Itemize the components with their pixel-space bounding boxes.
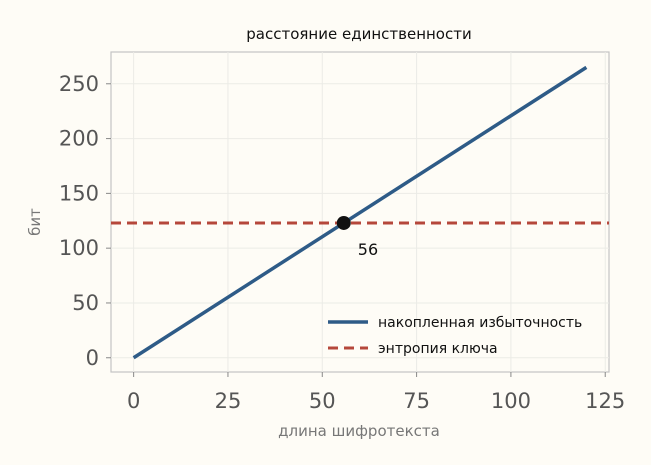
y-axis-label: бит bbox=[26, 208, 44, 236]
x-tick-label: 25 bbox=[215, 389, 242, 413]
intersection-label: 56 bbox=[358, 240, 378, 259]
x-tick-label: 50 bbox=[309, 389, 336, 413]
y-tick-label: 200 bbox=[59, 127, 99, 151]
x-axis-label: длина шифротекста bbox=[278, 422, 440, 440]
x-tick-label: 100 bbox=[491, 389, 531, 413]
intersection-marker bbox=[336, 215, 351, 230]
legend: накопленная избыточность энтропия ключа bbox=[328, 315, 582, 357]
grid bbox=[111, 52, 609, 372]
series-layer bbox=[111, 65, 609, 360]
x-tick-label: 75 bbox=[403, 389, 430, 413]
y-tick-label: 100 bbox=[59, 236, 99, 260]
y-tick-label: 250 bbox=[59, 72, 99, 96]
annotation-layer: 56 bbox=[336, 215, 378, 259]
y-tick-label: 150 bbox=[59, 181, 99, 205]
y-tick-label: 50 bbox=[72, 291, 99, 315]
x-tick-label: 0 bbox=[127, 389, 140, 413]
axis-ticks: 0 25 50 75 100 125 0 50 100 150 200 250 bbox=[59, 72, 625, 413]
legend-label-key-entropy: энтропия ключа bbox=[378, 341, 498, 357]
x-tick-label: 125 bbox=[585, 389, 625, 413]
y-tick-label: 0 bbox=[86, 346, 99, 370]
legend-label-cumulative-redundancy: накопленная избыточность bbox=[378, 315, 582, 331]
chart-title: расстояние единственности bbox=[246, 25, 471, 43]
series-line-cumulative-redundancy bbox=[132, 65, 588, 360]
